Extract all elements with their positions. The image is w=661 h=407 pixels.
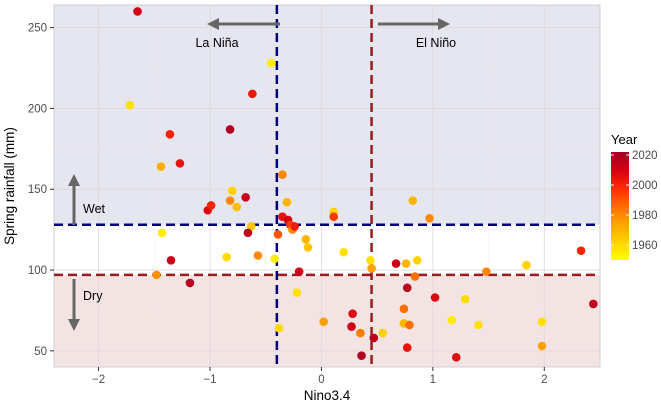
- data-point: [253, 251, 263, 260]
- data-point: [232, 202, 242, 212]
- data-point: [125, 100, 135, 110]
- data-point: [156, 162, 166, 171]
- grid-lines: [54, 5, 600, 367]
- annotations: La Niña El Niño Wet Dry: [68, 18, 456, 331]
- data-points: [125, 7, 598, 362]
- x-tick-label: 2: [541, 374, 547, 386]
- data-point: [278, 170, 287, 179]
- y-tick-label: 150: [28, 184, 47, 196]
- data-point: [152, 270, 161, 280]
- legend-tick-label: 2000: [632, 180, 658, 192]
- data-point: [241, 193, 250, 202]
- data-point: [225, 196, 235, 205]
- data-point: [576, 246, 586, 255]
- wet-band: [54, 5, 600, 225]
- data-point: [301, 235, 311, 244]
- data-point: [246, 222, 256, 231]
- data-point: [412, 256, 422, 265]
- x-tick-label: 0: [318, 374, 324, 386]
- data-point: [425, 214, 434, 223]
- y-tick-label: 200: [28, 103, 47, 115]
- data-point: [391, 259, 401, 268]
- data-point: [430, 293, 440, 302]
- data-point: [175, 159, 185, 168]
- wet-label: Wet: [83, 202, 106, 216]
- data-point: [405, 320, 414, 330]
- data-point: [185, 278, 195, 288]
- data-point: [290, 222, 299, 231]
- data-point: [378, 328, 388, 338]
- legend-tick-label: 1960: [632, 240, 658, 252]
- data-point: [303, 243, 313, 252]
- color-legend: Year 1960 1980 2000 2020: [611, 132, 658, 260]
- x-tick-label: −1: [203, 374, 216, 386]
- y-tick-label: 100: [28, 265, 47, 277]
- data-point: [347, 322, 356, 331]
- el-nino-label: El Niño: [416, 36, 456, 50]
- y-tick-label: 50: [34, 346, 47, 358]
- data-point: [292, 288, 302, 297]
- data-point: [248, 89, 257, 99]
- data-point: [402, 283, 412, 293]
- data-point: [270, 254, 279, 264]
- data-point: [319, 317, 328, 327]
- y-axis-label: Spring rainfall (mm): [2, 127, 17, 245]
- data-point: [273, 230, 283, 239]
- plot-border: [53, 4, 601, 368]
- data-point: [329, 212, 338, 222]
- plot-panel: [53, 4, 601, 368]
- data-point: [447, 315, 457, 325]
- data-point: [225, 125, 235, 134]
- data-point: [401, 259, 411, 268]
- data-point: [522, 260, 531, 270]
- la-nina-label: La Niña: [195, 36, 238, 50]
- x-tick-label: −2: [92, 374, 105, 386]
- data-point: [356, 328, 365, 338]
- x-axis-label: Nino3.4: [304, 388, 351, 403]
- data-point: [222, 252, 232, 262]
- data-point: [474, 320, 483, 330]
- x-tick-label: 1: [430, 374, 436, 386]
- legend-ticks: 1960 1980 2000 2020: [611, 150, 658, 252]
- legend-tick-label: 2020: [632, 150, 658, 162]
- data-point: [482, 267, 491, 276]
- data-point: [294, 267, 304, 276]
- data-point: [206, 201, 216, 210]
- data-point: [369, 333, 379, 343]
- data-point: [537, 341, 547, 351]
- data-point: [339, 247, 349, 257]
- data-point: [366, 256, 375, 265]
- data-point: [274, 323, 284, 333]
- x-axis: −2 −1 0 1 2: [92, 367, 547, 386]
- data-point: [166, 256, 176, 265]
- data-point: [537, 317, 547, 327]
- y-axis: 50 100 150 200 250: [28, 23, 54, 358]
- data-point: [367, 264, 376, 273]
- data-point: [402, 343, 412, 352]
- data-point: [589, 299, 598, 309]
- data-point: [165, 129, 175, 139]
- data-point: [408, 196, 418, 205]
- data-point: [451, 353, 461, 362]
- data-point: [348, 309, 357, 318]
- legend-title: Year: [611, 132, 638, 147]
- data-point: [282, 197, 292, 207]
- data-point: [133, 7, 142, 16]
- data-point: [399, 304, 409, 314]
- data-point: [357, 351, 366, 360]
- legend-colorbar: [611, 152, 629, 260]
- y-tick-label: 250: [28, 23, 47, 35]
- data-point: [243, 228, 253, 238]
- data-point: [460, 294, 470, 304]
- data-point: [157, 228, 167, 238]
- data-point: [227, 186, 237, 196]
- legend-tick-label: 1980: [632, 210, 658, 222]
- dry-label: Dry: [83, 289, 103, 303]
- data-point: [410, 272, 420, 281]
- data-point: [266, 58, 276, 68]
